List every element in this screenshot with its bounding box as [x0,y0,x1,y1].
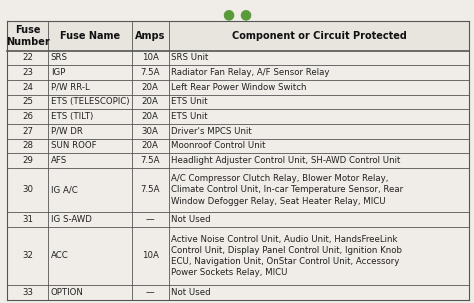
Bar [7,51,469,65]
Text: Radiator Fan Relay, A/F Sensor Relay: Radiator Fan Relay, A/F Sensor Relay [171,68,329,77]
Text: 30: 30 [22,185,33,195]
Text: ACC: ACC [51,251,68,261]
Text: 25: 25 [22,97,33,106]
Text: 7.5A: 7.5A [140,156,160,165]
Text: 33: 33 [22,288,33,297]
Text: 29: 29 [22,156,33,165]
Text: 7.5A: 7.5A [140,68,160,77]
Text: 20A: 20A [142,83,158,92]
Text: 20A: 20A [142,97,158,106]
Text: SRS Unit: SRS Unit [171,53,209,62]
Text: Headlight Adjuster Control Unit, SH-AWD Control Unit: Headlight Adjuster Control Unit, SH-AWD … [171,156,401,165]
Bar [7,80,469,95]
Text: ETS (TILT): ETS (TILT) [51,112,93,121]
Bar [7,65,469,80]
Bar [7,138,469,153]
Bar [7,95,469,109]
Text: 22: 22 [22,53,33,62]
Text: Left Rear Power Window Switch: Left Rear Power Window Switch [171,83,307,92]
Text: A/C Compressor Clutch Relay, Blower Motor Relay,
Climate Control Unit, In-car Te: A/C Compressor Clutch Relay, Blower Moto… [171,174,403,205]
Text: 32: 32 [22,251,33,261]
Text: P/W RR-L: P/W RR-L [51,83,90,92]
Text: ETS Unit: ETS Unit [171,112,208,121]
Text: Component or Circuit Protected: Component or Circuit Protected [231,31,406,41]
Text: Fuse
Number: Fuse Number [6,25,49,47]
Text: —: — [146,215,155,224]
Text: P/W DR: P/W DR [51,127,82,136]
Text: Active Noise Control Unit, Audio Unit, HandsFreeLink
Control Unit, Display Panel: Active Noise Control Unit, Audio Unit, H… [171,235,402,277]
Bar [7,168,469,212]
Bar [7,227,469,285]
Text: 24: 24 [22,83,33,92]
Text: ● ●: ● ● [223,8,253,22]
Text: Not Used: Not Used [171,288,210,297]
Text: OPTION: OPTION [51,288,83,297]
Text: SUN ROOF: SUN ROOF [51,142,96,150]
Text: Not Used: Not Used [171,215,210,224]
Text: AFS: AFS [51,156,67,165]
Text: ETS (TELESCOPIC): ETS (TELESCOPIC) [51,97,129,106]
Text: —: — [146,288,155,297]
Text: 28: 28 [22,142,33,150]
Text: 20A: 20A [142,112,158,121]
Bar [7,212,469,227]
Text: Amps: Amps [135,31,165,41]
Text: ETS Unit: ETS Unit [171,97,208,106]
Bar [7,124,469,138]
Bar [7,21,469,51]
Bar [7,153,469,168]
Text: 10A: 10A [142,251,158,261]
Text: IGP: IGP [51,68,65,77]
Bar [7,109,469,124]
Text: 30A: 30A [142,127,158,136]
Text: 20A: 20A [142,142,158,150]
Text: IG A/C: IG A/C [51,185,77,195]
Text: 27: 27 [22,127,33,136]
Text: Driver's MPCS Unit: Driver's MPCS Unit [171,127,252,136]
Text: 31: 31 [22,215,33,224]
Bar [7,285,469,300]
Text: 7.5A: 7.5A [140,185,160,195]
Text: SRS: SRS [51,53,68,62]
Text: 10A: 10A [142,53,158,62]
Text: 26: 26 [22,112,33,121]
Text: Moonroof Control Unit: Moonroof Control Unit [171,142,265,150]
Text: IG S-AWD: IG S-AWD [51,215,91,224]
Text: 23: 23 [22,68,33,77]
Text: Fuse Name: Fuse Name [60,31,120,41]
